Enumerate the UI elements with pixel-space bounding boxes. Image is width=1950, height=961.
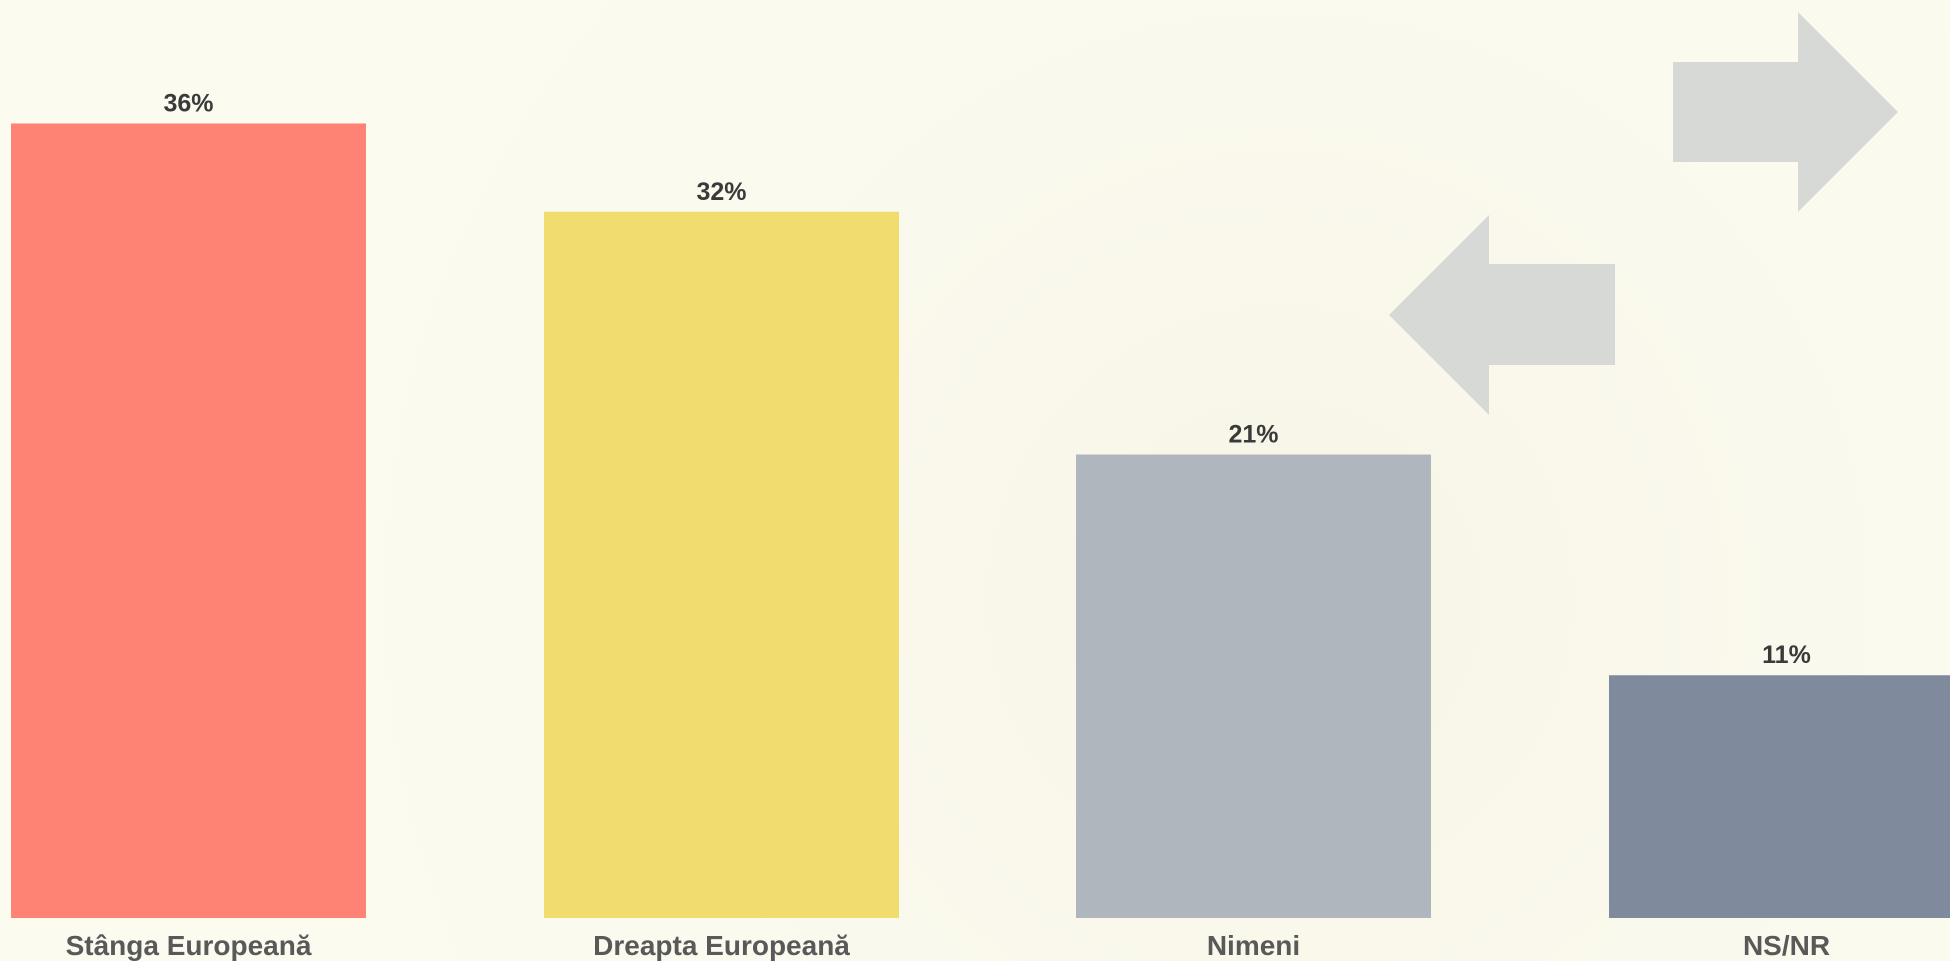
value-label-3: 21% xyxy=(1228,421,1278,449)
value-label-1: 36% xyxy=(163,89,213,117)
value-labels-group: 36% 32% 21% 11% xyxy=(163,89,1810,669)
right-arrow-icon xyxy=(1673,12,1898,212)
category-label-3: Nimeni xyxy=(1207,930,1300,961)
value-label-4: 11% xyxy=(1762,641,1811,669)
bar-4 xyxy=(1609,675,1950,918)
bar-2 xyxy=(544,211,899,918)
category-labels-group: Stânga Europeană Dreapta Europeană Nimeni N… xyxy=(66,930,1830,961)
value-label-2: 32% xyxy=(696,178,746,206)
bars-group xyxy=(11,123,1950,919)
bar-1 xyxy=(11,123,366,919)
category-label-1: Stânga Europeană xyxy=(66,930,312,961)
category-label-2: Dreapta Europeană xyxy=(593,930,850,961)
left-arrow-icon xyxy=(1389,215,1615,415)
bar-3 xyxy=(1076,454,1431,918)
category-label-4: NS/NR xyxy=(1743,930,1830,961)
